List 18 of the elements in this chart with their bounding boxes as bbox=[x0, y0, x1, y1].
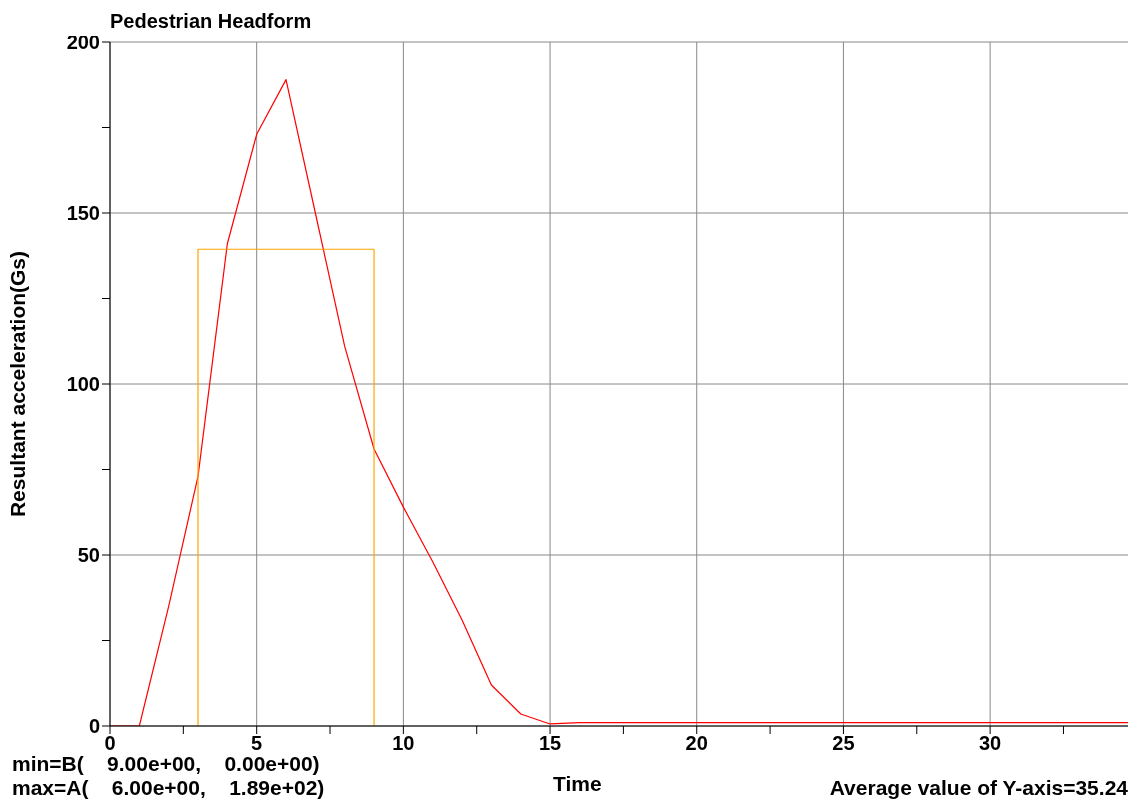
y-tick-label: 150 bbox=[66, 202, 100, 225]
y-tick-label: 100 bbox=[66, 373, 100, 396]
text: max=A( 6.00e+00, 1.89e+02) bbox=[12, 776, 325, 800]
y-tick-label: 0 bbox=[88, 715, 100, 738]
chart-title: Pedestrian Headform bbox=[110, 10, 312, 33]
x-tick-label: 20 bbox=[685, 732, 708, 755]
y-tick-label: 200 bbox=[66, 31, 100, 54]
x-tick-label: 0 bbox=[104, 732, 116, 755]
text: Average value of Y-axis=35.24 bbox=[829, 776, 1128, 800]
x-tick-label: 5 bbox=[251, 732, 263, 755]
x-tick-label: 10 bbox=[392, 732, 415, 755]
x-tick-label: 30 bbox=[978, 732, 1002, 755]
x-axis-title: Time bbox=[553, 772, 602, 796]
y-tick-label: 50 bbox=[77, 544, 100, 567]
y-axis-title: Resultant acceleration(Gs) bbox=[6, 250, 30, 518]
x-tick-label: 15 bbox=[538, 732, 562, 755]
text: min=B( 9.00e+00, 0.00e+00) bbox=[12, 752, 321, 776]
x-tick-label: 25 bbox=[832, 732, 855, 755]
